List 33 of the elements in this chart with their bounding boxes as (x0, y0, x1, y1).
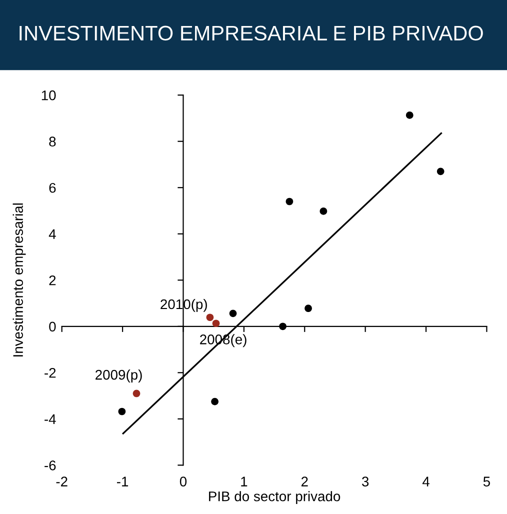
point (436, 168, 444, 176)
x-axis-title: PIB do sector privado (209, 491, 340, 504)
y-tick-label: 8 (49, 136, 56, 147)
point (206, 314, 214, 322)
x-tick-label: 3 (362, 476, 369, 486)
point (406, 112, 414, 119)
y-tick-label: -2 (44, 368, 56, 378)
x-tick-label: 5 (483, 476, 490, 486)
point (212, 320, 220, 328)
point (211, 398, 218, 406)
point (304, 304, 312, 312)
y-tick-label: 6 (49, 182, 56, 193)
x-tick-label: -2 (56, 476, 68, 486)
x-tick-label: 4 (422, 476, 430, 486)
x-tick-label: 1 (241, 476, 248, 486)
annotation: 2009(p) (96, 370, 142, 382)
point (229, 310, 237, 318)
point (118, 408, 126, 416)
y-tick-label: -4 (44, 414, 56, 424)
x-tick-label: 2 (301, 476, 308, 486)
y-tick-label: 4 (48, 229, 56, 239)
point (320, 208, 328, 215)
chart-title: INVESTIMENTO EMPRESARIAL E PIB PRIVADO (20, 26, 483, 41)
y-tick-label: 2 (49, 275, 56, 286)
y-axis-title: Investimento empresarial (12, 203, 26, 356)
point (132, 390, 140, 398)
point (279, 322, 286, 330)
y-tick-label: 10 (42, 90, 56, 100)
x-tick-label: -1 (116, 476, 128, 486)
y-tick-label: -6 (44, 460, 56, 470)
y-tick-label: 0 (49, 322, 56, 332)
point (286, 198, 294, 206)
x-tick-label: 0 (180, 476, 187, 486)
